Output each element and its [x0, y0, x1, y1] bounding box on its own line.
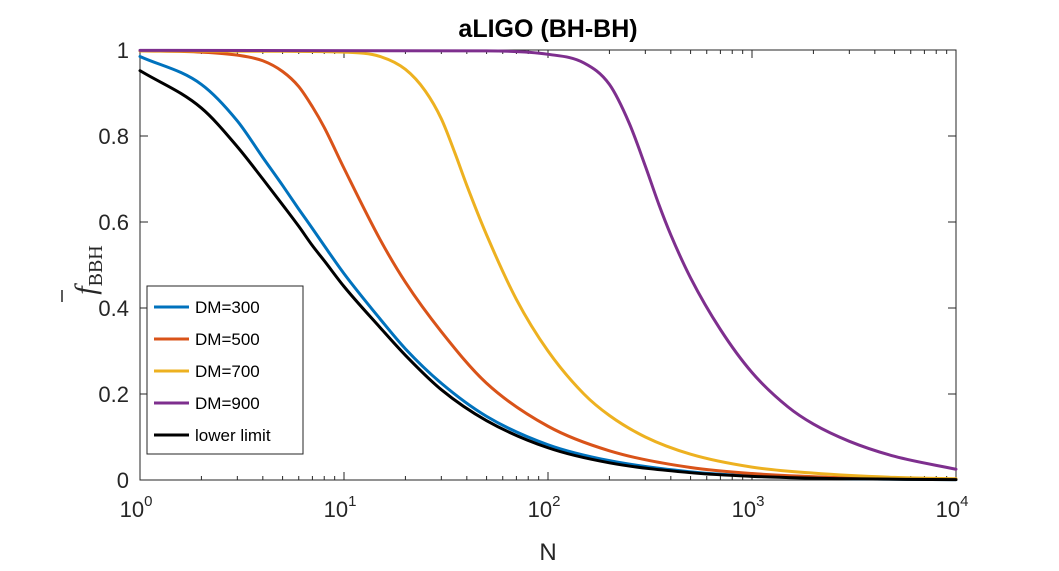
x-tick-label-base: 10 [528, 497, 552, 522]
x-tick-label: 102 [528, 493, 561, 522]
y-tick-label: 0.6 [98, 210, 129, 235]
y-tick-label: 0 [117, 468, 129, 493]
x-tick-label-exponent: 1 [348, 493, 356, 510]
chart-title: aLIGO (BH-BH) [458, 15, 637, 43]
y-axis-label: fBBH [61, 245, 107, 302]
x-tick-label-exponent: 2 [552, 493, 560, 510]
y-axis-label-subscript: BBH [85, 245, 107, 286]
x-tick-label-base: 10 [120, 497, 144, 522]
legend-label: lower limit [195, 426, 271, 445]
x-tick-label: 101 [324, 493, 357, 522]
y-tick-label: 0.8 [98, 124, 129, 149]
x-tick-label-exponent: 4 [960, 493, 968, 510]
series-line-3 [138, 49, 958, 481]
legend-label: DM=300 [195, 298, 260, 317]
x-tick-label-exponent: 3 [756, 493, 764, 510]
x-tick-label-exponent: 0 [144, 493, 152, 510]
x-axis-label: N [539, 539, 556, 566]
y-tick-label: 0.2 [98, 382, 129, 407]
legend-label: DM=900 [195, 394, 260, 413]
x-tick-label: 103 [732, 493, 765, 522]
x-tick-label-base: 10 [324, 497, 348, 522]
y-tick-label: 1 [117, 38, 129, 63]
x-tick-label-base: 10 [732, 497, 756, 522]
series-line-5 [138, 69, 958, 482]
legend-label: DM=500 [195, 330, 260, 349]
y-tick-label: 0.4 [98, 296, 129, 321]
legend-label: DM=700 [195, 362, 260, 381]
series-line-4 [138, 48, 958, 471]
x-tick-label-base: 10 [936, 497, 960, 522]
x-tick-label: 104 [936, 493, 969, 522]
svg-text:fBBH: fBBH [69, 245, 107, 294]
series-line-2 [138, 49, 958, 481]
x-tick-label: 100 [120, 493, 153, 522]
